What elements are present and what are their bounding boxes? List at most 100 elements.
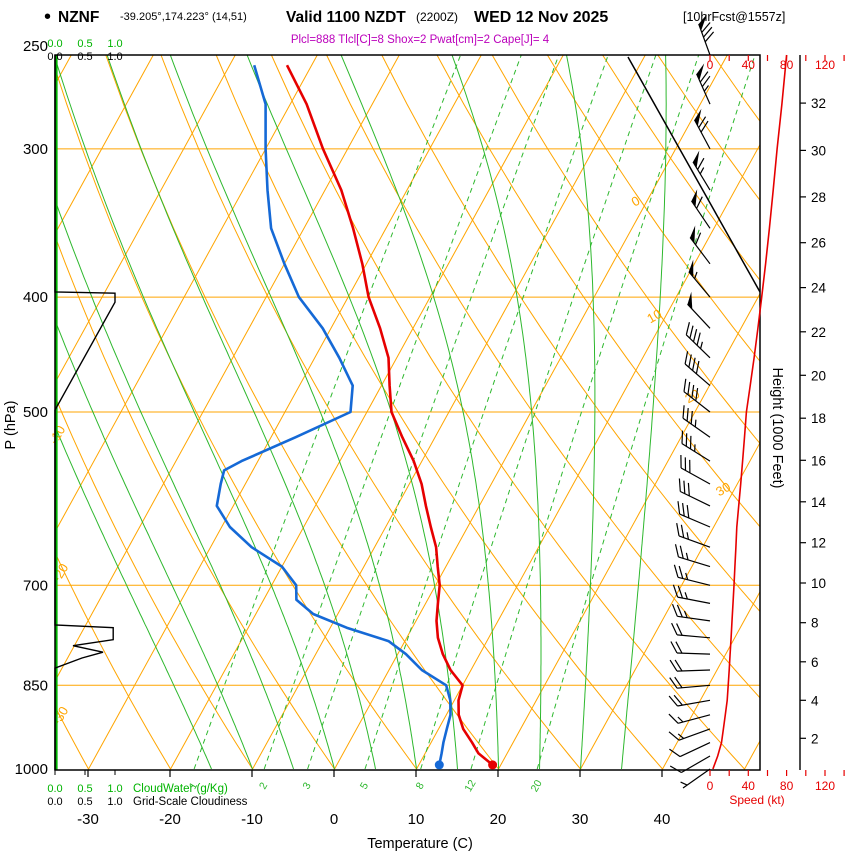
moist-adiabat-line (55, 424, 212, 770)
speed-tick-label-top: 80 (780, 58, 794, 72)
temperature-tick-label: -30 (77, 811, 99, 828)
moist-adiabat-line (169, 55, 417, 770)
dry-adiabat-line (55, 551, 171, 770)
moist-adiabat-line (55, 56, 335, 770)
height-tick-label: 6 (811, 655, 819, 670)
cloudiness-scale-bottom: 1.0 (107, 796, 122, 808)
cloudwater-scale-top: 0.0 (47, 38, 62, 50)
plot-frame (54, 54, 761, 771)
height-tick-label: 18 (811, 411, 826, 426)
wind-barb (689, 225, 711, 265)
mixing-ratio-line (536, 55, 756, 770)
height-tick-label: 22 (811, 325, 826, 340)
wind-barb (676, 522, 711, 548)
dry-adiabat-line (602, 55, 760, 282)
station-coords: -39.205°,174.223° (14,51) (120, 11, 247, 23)
cloudwater-scale-top: 1.0 (107, 38, 122, 50)
wind-barb (669, 742, 711, 758)
wind-barb (671, 603, 711, 622)
height-tick-label: 2 (811, 731, 819, 746)
temperature-tick-label: 40 (654, 811, 671, 828)
wind-barb (668, 728, 711, 741)
mixing-ratio-line (420, 55, 657, 770)
wind-barb-column (668, 14, 715, 789)
pressure-axis-title: P (hPa) (3, 401, 19, 450)
height-tick-label: 24 (811, 281, 827, 296)
wind-barb (685, 322, 711, 359)
height-tick-label: 16 (811, 453, 826, 468)
temperature-tick-label: 0 (330, 811, 338, 828)
height-tick-label: 8 (811, 616, 819, 631)
wind-barb (683, 378, 711, 413)
speed-tick-label-top: 120 (815, 58, 835, 72)
temperature-tick-label: 20 (490, 811, 507, 828)
speed-tick-label-bottom: 0 (707, 779, 714, 793)
mixing-ratio-line (263, 55, 522, 770)
pressure-tick-label: 500 (23, 404, 48, 421)
mixing-ratio-label: 8 (414, 780, 427, 791)
isotherm-line (169, 55, 564, 770)
temperature-axis: -30 -20 -10 0 10 20 30 40 (77, 770, 670, 828)
wind-barb (680, 454, 711, 485)
wind-barb (691, 189, 711, 229)
mixing-ratio-labels: 1 2 3 5 8 12 20 (187, 778, 545, 794)
pressure-axis: 250 300 400 500 700 850 1000 (15, 38, 48, 778)
moist-adiabat-line (451, 55, 542, 770)
pressure-tick-label: 850 (23, 677, 48, 694)
moist-adiabat-line (106, 55, 376, 770)
isotherm-line (87, 55, 482, 770)
speed-tick-label-top: 40 (742, 58, 756, 72)
wind-barb (670, 641, 711, 655)
surface-dewpoint-dot (434, 760, 444, 770)
isotherm-line (251, 55, 646, 770)
height-tick-label: 10 (811, 576, 826, 591)
dry-adiabat-label: -30 (49, 704, 71, 728)
mixing-ratio-line (307, 55, 560, 770)
speed-tick-label-bottom: 80 (780, 779, 794, 793)
height-tick-label: 26 (811, 236, 826, 251)
isotherm-line (55, 55, 318, 533)
height-axis-title: Height (1000 Feet) (769, 368, 785, 489)
mixing-ratio-label: 5 (358, 780, 371, 791)
dry-adiabat-line (215, 55, 663, 770)
moist-adiabat-line (340, 55, 499, 769)
dry-adiabat-line (55, 234, 335, 770)
plot-border (54, 54, 761, 771)
mixing-ratio-line (364, 55, 609, 770)
isotherm-line (55, 55, 236, 384)
pressure-tick-label: 400 (23, 289, 48, 306)
mixing-ratio-label: 1 (187, 780, 200, 791)
mixing-ratio-label: 3 (300, 780, 313, 791)
wind-barb (680, 768, 711, 789)
height-tick-label: 30 (811, 143, 826, 158)
surface-temperature-dot (488, 760, 498, 770)
mixing-ratio-label: 2 (257, 780, 270, 791)
cloudwater-scale-bottom: 0.0 (47, 783, 62, 795)
speed-axis: 0 0 40 40 80 80 120 120 (707, 55, 845, 793)
temperature-axis-title: Temperature (C) (367, 836, 473, 852)
temperature-profile (285, 64, 494, 766)
station-bullet: • (44, 6, 51, 28)
wind-barb (698, 14, 715, 56)
wind-barb (671, 622, 711, 639)
temperature-tick-label: -10 (241, 811, 263, 828)
cloudiness-scale-bottom: 0.0 (47, 796, 62, 808)
wind-barb (696, 63, 711, 105)
cloudwater-scale-bottom: 0.5 (77, 783, 92, 795)
upper-right-boundary (627, 56, 761, 293)
cloudiness-scale-top: 0.5 (77, 51, 92, 63)
cloudiness-scale-bottom: 0.5 (77, 796, 92, 808)
mixing-ratio-lines (193, 55, 756, 770)
dry-adiabat-line (436, 55, 760, 528)
wind-barb (681, 430, 711, 462)
dry-adiabat-line (105, 55, 499, 770)
height-tick-label: 32 (811, 96, 826, 111)
temperature-tick-label: 30 (572, 811, 589, 828)
moist-adiabat-line (55, 198, 294, 770)
surface-markers (434, 760, 498, 770)
wind-barb (692, 150, 711, 191)
speed-axis-title: Speed (kt) (729, 793, 784, 807)
dewpoint-profile (215, 64, 452, 766)
height-tick-label: 14 (811, 495, 827, 510)
